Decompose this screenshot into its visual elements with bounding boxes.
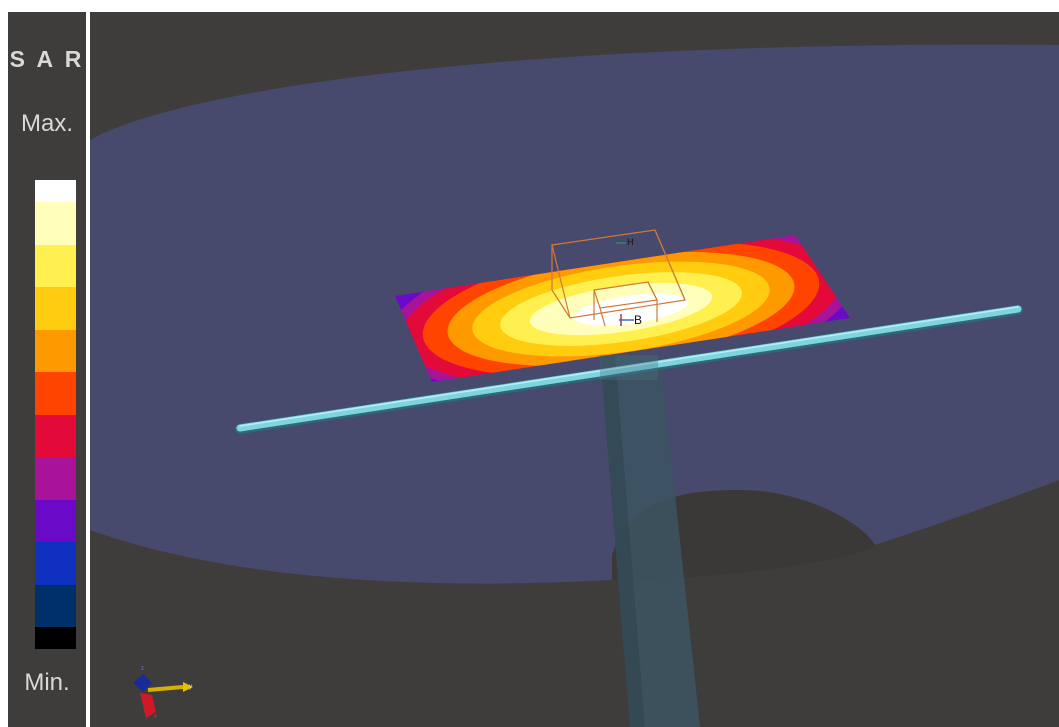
colorbar-swatch [35,202,76,245]
measurement-box-outline [551,229,686,327]
scene-canvas[interactable]: H B y x z [90,12,1059,727]
probe-bottom-label: B [634,313,642,327]
legend-min-label: Min. [24,669,70,696]
sar-legend-panel: S A R Max. Min. [8,12,86,727]
colorbar-swatch [35,457,76,500]
dipole-rod [235,305,1023,434]
colorbar-swatch [35,372,76,415]
legend-max-label: Max. [20,110,73,137]
colorbar-swatch [35,180,76,202]
colorbar-swatch [35,542,76,585]
axis-x-label: x [154,714,157,720]
x-axis-icon [140,693,156,718]
colorbar-swatch [35,287,76,330]
colorbar-swatch [35,499,76,543]
probe-top-label: H [627,237,634,247]
pole-overlap [600,355,658,380]
colorbar-swatch [35,584,76,628]
probe-marker-bottom: B [619,313,642,327]
stand-pole-shade [600,355,645,727]
panel-divider [86,12,90,727]
colorbar-swatch [35,627,76,649]
probe-marker-top: H [616,237,634,247]
sar-colorbar [35,180,76,649]
colorbar-swatch [35,329,76,373]
axis-z-label: z [141,666,144,672]
colorbar-swatch [35,244,76,288]
axis-y-label: y [189,684,192,690]
z-axis-icon [133,674,152,692]
colorbar-swatch [35,414,76,458]
3d-viewport[interactable]: H B y x z [90,12,1059,727]
orientation-axes-triad[interactable]: y x z [133,666,193,720]
sar-legend-title: S A R [9,46,85,72]
